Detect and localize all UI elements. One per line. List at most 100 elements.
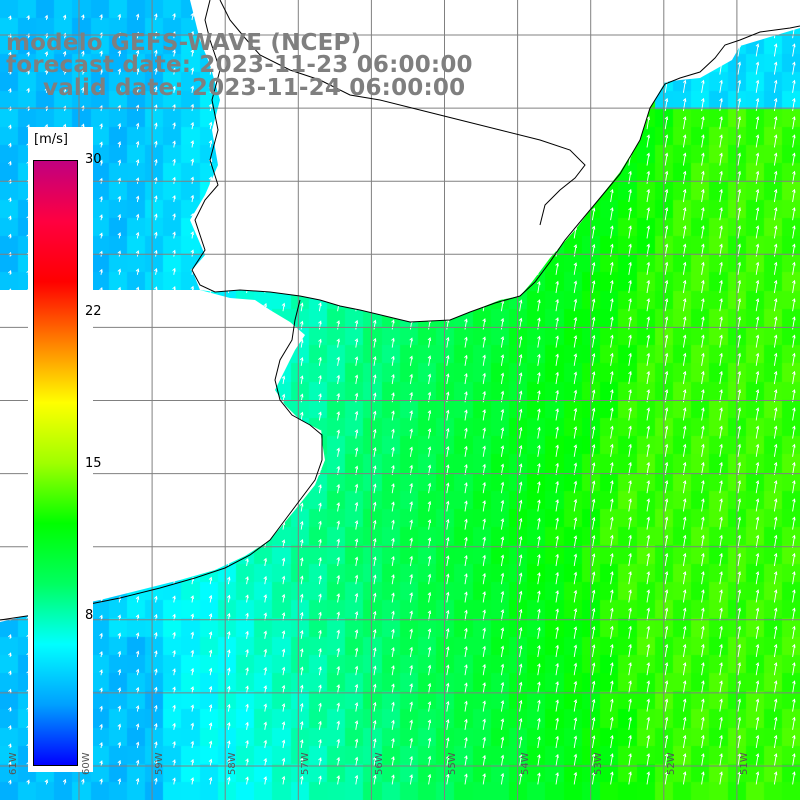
wind-arrow — [172, 267, 176, 275]
wind-arrow — [336, 374, 340, 385]
lon-label: 57W — [300, 752, 312, 775]
wind-arrow — [573, 626, 578, 639]
wind-arrow — [737, 480, 741, 494]
wind-arrow — [664, 607, 669, 621]
wind-arrow — [354, 629, 359, 639]
wind-arrow — [518, 772, 523, 785]
wind-arrow — [354, 338, 359, 348]
wind-arrow — [646, 589, 650, 603]
wind-arrow — [172, 158, 176, 166]
wind-arrow — [537, 663, 541, 676]
wind-arrow — [26, 779, 30, 785]
wind-arrow — [610, 498, 614, 512]
wind-arrow — [610, 771, 614, 785]
wind-arrow — [154, 268, 158, 275]
wind-arrow — [792, 552, 796, 567]
wind-arrow — [555, 753, 559, 767]
wind-arrow — [737, 334, 741, 348]
wind-arrow — [610, 298, 614, 312]
wind-arrow — [190, 194, 194, 203]
wind-arrow — [464, 427, 468, 439]
wind-arrow — [792, 188, 796, 203]
wind-arrow — [464, 627, 468, 639]
wind-arrow — [299, 302, 304, 312]
wind-arrow — [190, 67, 194, 75]
wind-arrow — [81, 87, 85, 93]
wind-arrow — [427, 610, 432, 621]
wind-arrow — [26, 87, 30, 93]
wind-arrow — [719, 716, 723, 730]
wind-arrow — [500, 645, 505, 658]
wind-arrow — [391, 555, 395, 567]
wind-arrow — [500, 536, 505, 548]
wind-arrow — [664, 552, 669, 567]
wind-arrow — [190, 140, 194, 148]
wind-arrow — [591, 207, 596, 221]
wind-arrow — [226, 758, 231, 767]
wind-arrow — [719, 370, 723, 385]
wind-arrow — [208, 576, 213, 585]
wind-arrow — [591, 516, 596, 530]
wind-arrow — [719, 698, 723, 712]
wind-arrow — [445, 773, 450, 785]
wind-arrow — [117, 232, 121, 239]
wind-arrow — [445, 355, 450, 366]
wind-arrow — [464, 645, 468, 658]
wind-arrow — [773, 225, 778, 239]
wind-arrow — [464, 736, 468, 749]
land-mass — [0, 0, 800, 322]
wind-arrow — [500, 408, 505, 421]
wind-arrow — [117, 195, 121, 203]
wind-arrow — [610, 225, 614, 239]
wind-arrow — [737, 443, 741, 457]
wind-arrow — [245, 667, 249, 676]
wind-arrow — [628, 461, 632, 476]
wind-arrow — [482, 536, 486, 548]
wind-arrow — [190, 231, 194, 239]
wind-arrow — [500, 736, 505, 749]
wind-arrow — [792, 207, 796, 221]
wind-arrow — [555, 499, 559, 512]
wind-arrow — [482, 700, 486, 712]
wind-arrow — [555, 571, 559, 585]
wind-arrow — [44, 14, 49, 21]
wind-arrow — [682, 425, 687, 439]
wind-arrow — [719, 134, 723, 148]
wind-arrow — [372, 428, 377, 439]
wind-arrow — [245, 594, 249, 603]
wind-arrow — [208, 776, 213, 785]
wind-arrow — [154, 668, 158, 676]
wind-arrow — [500, 554, 505, 567]
wind-arrow — [409, 428, 413, 439]
wind-arrow — [427, 537, 432, 548]
wind-arrow — [354, 429, 359, 439]
wind-arrow — [555, 699, 559, 712]
wind-arrow — [318, 556, 322, 567]
wind-arrow — [628, 625, 632, 639]
wind-arrow — [664, 116, 669, 130]
wind-arrow — [391, 574, 395, 585]
wind-arrow — [537, 280, 541, 294]
wind-arrow — [573, 371, 578, 385]
wind-arrow — [755, 261, 760, 275]
wind-arrow — [62, 69, 67, 75]
wind-arrow — [190, 249, 194, 257]
wind-arrow — [500, 372, 505, 385]
wind-arrow — [464, 700, 468, 712]
wind-arrow — [682, 716, 687, 730]
wind-arrow — [354, 501, 359, 512]
wind-arrow — [646, 279, 650, 294]
wind-arrow — [8, 142, 12, 148]
wind-arrow — [646, 207, 650, 221]
wind-arrow — [555, 444, 559, 457]
wind-arrow — [792, 498, 796, 512]
wind-arrow — [555, 626, 559, 639]
wind-arrow — [445, 336, 450, 348]
wind-arrow — [226, 631, 231, 639]
wind-arrow — [318, 720, 322, 730]
wind-arrow — [792, 97, 796, 112]
wind-arrow — [208, 667, 213, 676]
wind-arrow — [682, 480, 687, 494]
wind-arrow — [464, 445, 468, 457]
wind-arrow — [773, 607, 778, 621]
